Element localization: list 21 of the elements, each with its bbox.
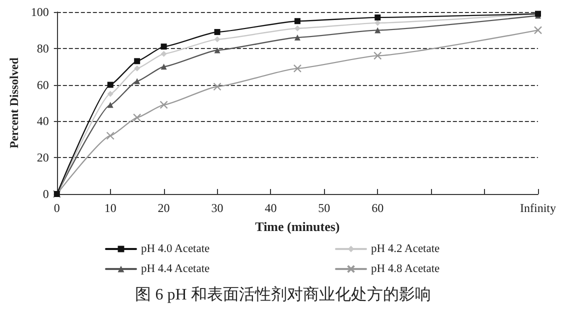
caption: 图 6 pH 和表面活性剂对商业化处方的影响: [135, 286, 431, 304]
x-axis-title: Time (minutes): [255, 219, 340, 234]
y-tick-label: 100: [30, 5, 49, 19]
x-tick-label: 50: [318, 201, 330, 215]
y-tick-label: 40: [36, 114, 49, 128]
y-tick-label: 60: [36, 78, 49, 92]
y-tick-label: 20: [36, 150, 49, 165]
y-axis-title: Percent Dissolved: [7, 57, 21, 148]
x-tick-label: 10: [104, 201, 116, 215]
legend-label: pH 4.2 Acetate: [371, 243, 440, 255]
y-tick-label: 80: [36, 41, 49, 56]
x-tick-label: 30: [211, 201, 224, 215]
x-tick-label: Infinity: [520, 201, 556, 215]
legend-label: pH 4.8 Acetate: [371, 263, 440, 275]
legend-label: pH 4.0 Acetate: [141, 243, 210, 255]
x-tick-label: 20: [158, 201, 170, 215]
legend-label: pH 4.4 Acetate: [141, 263, 210, 275]
y-tick-label: 0: [42, 187, 49, 201]
x-tick-label: 40: [264, 201, 277, 215]
x-tick-label: 0: [54, 201, 60, 215]
x-tick-label: 60: [372, 201, 384, 215]
